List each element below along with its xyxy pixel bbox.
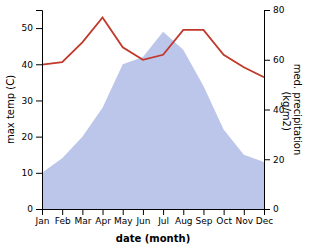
tick-label: 20 xyxy=(273,155,285,165)
axis-domain xyxy=(43,210,265,216)
tick-mark xyxy=(264,110,270,111)
tick-label: 60 xyxy=(273,55,285,65)
tick-mark xyxy=(143,209,144,215)
y2-axis-title-line: (kg/m2) xyxy=(281,88,292,131)
chart: JanFebMarAprMayJunJulAugSepOctNovDec0102… xyxy=(0,0,318,247)
x-tick: Feb xyxy=(55,209,71,226)
x-axis: Jan FebMar AprMayJun Jul AugSep Oct NovDec xyxy=(35,209,274,226)
y-axis: 0 10 20 30 40 50 xyxy=(22,11,43,215)
tick-label: Jun xyxy=(135,216,150,226)
tick-mark xyxy=(244,209,245,215)
precip-line xyxy=(42,17,264,77)
tick-label: 10 xyxy=(22,168,34,178)
tick-mark xyxy=(264,10,270,11)
marks xyxy=(42,17,264,209)
y2-tick: 60 xyxy=(264,55,285,65)
y2-tick: 80 xyxy=(264,5,285,15)
tick-label: 20 xyxy=(22,132,34,142)
tick-mark xyxy=(36,100,42,101)
tick-mark xyxy=(264,209,270,210)
tick-label: 80 xyxy=(273,5,285,15)
y-tick: 20 xyxy=(22,132,42,142)
tick-label: Dec xyxy=(256,216,273,226)
y-axis-title: max temp (C) xyxy=(5,75,16,144)
tick-label: Nov xyxy=(236,216,254,226)
x-tick: Apr xyxy=(95,209,111,226)
tick-mark xyxy=(163,209,164,215)
y2-tick: 0 xyxy=(264,204,279,214)
y-tick: 10 xyxy=(22,168,42,178)
x-tick: Sep xyxy=(195,209,212,226)
tick-mark xyxy=(264,60,270,61)
y-tick: 40 xyxy=(22,60,42,70)
tick-mark xyxy=(103,209,104,215)
tick-label: Jan xyxy=(35,216,50,226)
tick-mark xyxy=(36,137,42,138)
x-tick: Jun xyxy=(135,209,150,226)
y2-axis-title-line: med. precipitation xyxy=(292,64,303,156)
tick-label: 0 xyxy=(27,204,33,214)
x-tick: May xyxy=(114,209,133,226)
tick-mark xyxy=(203,209,204,215)
axis-domain xyxy=(36,11,43,210)
x-tick: Aug xyxy=(175,209,193,226)
tick-label: Jul xyxy=(157,216,169,226)
tick-mark xyxy=(224,209,225,215)
tick-mark xyxy=(183,209,184,215)
x-tick: Nov xyxy=(236,209,254,226)
tick-mark xyxy=(36,28,42,29)
tick-label: 50 xyxy=(22,23,34,33)
x-tick: Jul xyxy=(157,209,169,226)
x-tick: Mar xyxy=(74,209,91,226)
x-axis-title: date (month) xyxy=(116,233,190,244)
tick-mark xyxy=(36,173,42,174)
tick-label: 30 xyxy=(22,96,34,106)
tick-mark xyxy=(36,64,42,65)
y-tick: 30 xyxy=(22,96,42,106)
axis-domain xyxy=(265,11,271,210)
tick-mark xyxy=(264,159,270,160)
tick-mark xyxy=(123,209,124,215)
tick-label: Aug xyxy=(175,216,193,226)
tick-label: May xyxy=(114,216,133,226)
tick-label: Apr xyxy=(95,216,111,226)
y-tick: 0 xyxy=(27,204,42,214)
tick-label: 0 xyxy=(273,204,279,214)
plot: JanFebMarAprMayJunJulAugSepOctNovDec0102… xyxy=(22,5,285,226)
x-tick: Dec xyxy=(256,209,273,226)
x-tick: Jan xyxy=(35,209,50,226)
tick-label: Feb xyxy=(55,216,71,226)
tick-label: Oct xyxy=(216,216,232,226)
tick-mark xyxy=(82,209,83,215)
y-tick: 50 xyxy=(22,23,42,33)
tick-mark xyxy=(62,209,63,215)
x-tick: Oct xyxy=(216,209,232,226)
tick-label: Mar xyxy=(74,216,91,226)
tick-label: Sep xyxy=(195,216,212,226)
tick-mark xyxy=(36,209,42,210)
y2-axis-title: med. precipitation (kg/m2) xyxy=(281,64,304,156)
y2-tick: 20 xyxy=(264,155,285,165)
tick-label: 40 xyxy=(22,60,34,70)
